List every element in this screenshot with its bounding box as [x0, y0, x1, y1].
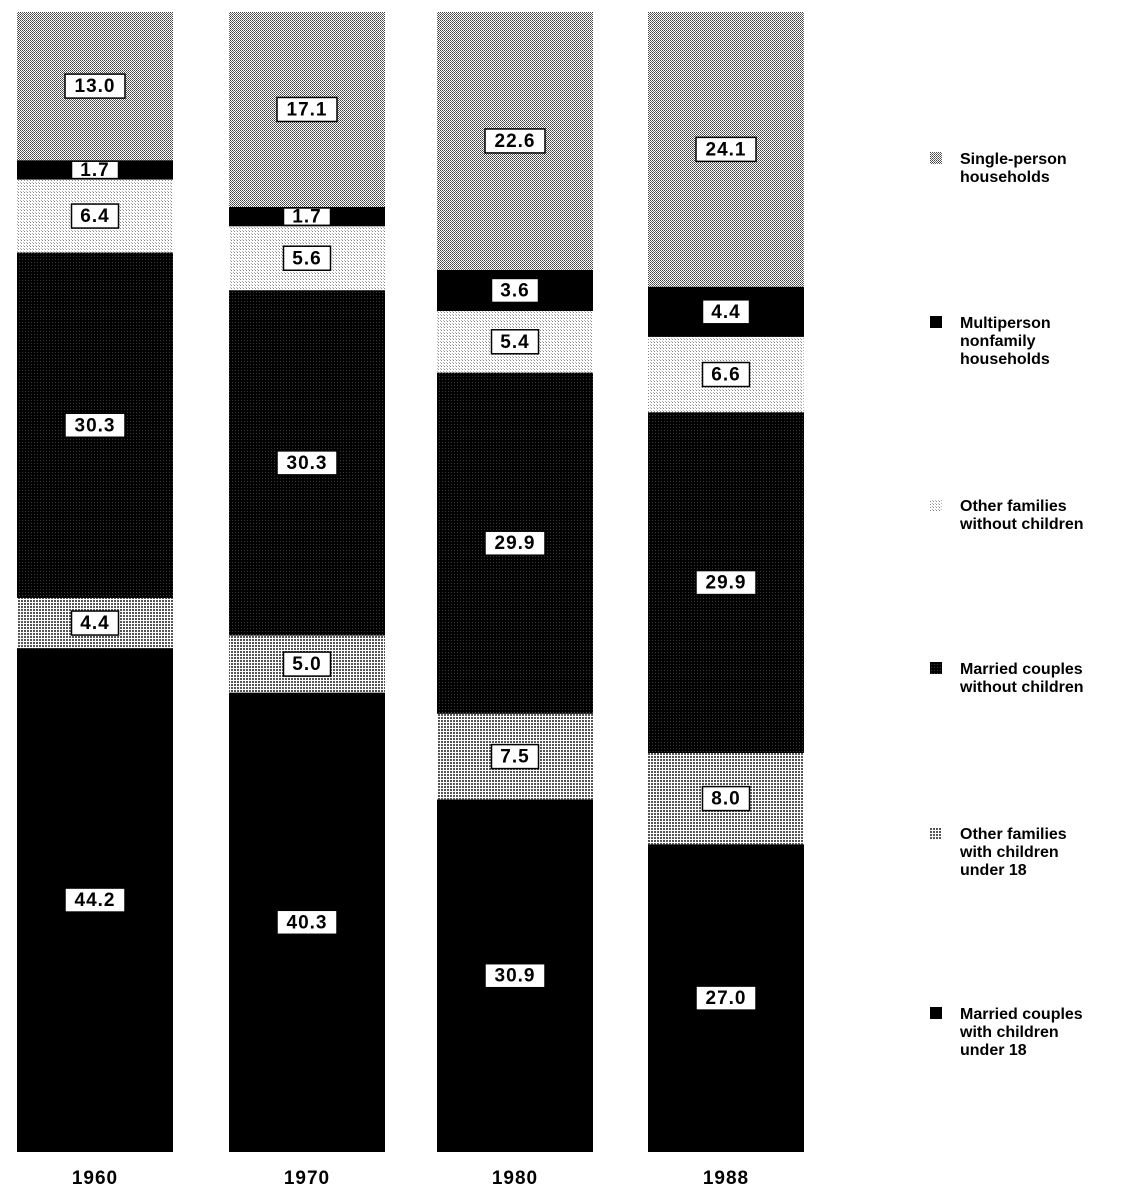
data-label-text: 13.0: [75, 76, 116, 97]
legend-item-other-families-with-children-under-18: Other families with children under 18: [930, 826, 1067, 879]
data-label-text: 17.1: [287, 99, 328, 120]
data-label-box: [484, 530, 546, 556]
data-label-1980-married-couples-without-children: 29.9: [484, 530, 546, 556]
legend-swatch: [930, 1007, 942, 1019]
legend-label: Single-person households: [960, 151, 1067, 186]
legend-swatch: [930, 316, 942, 328]
data-label-1970-single-person-households: 17.1: [276, 96, 338, 123]
data-label-text: 29.9: [495, 533, 536, 554]
data-label-box: [484, 128, 546, 154]
data-label-text: 4.4: [80, 613, 109, 634]
data-label-box: [701, 785, 751, 812]
legend-item-other-families-without-children: Other families without children: [930, 498, 1084, 533]
data-label-text: 30.3: [287, 453, 328, 474]
data-label-text: 5.6: [292, 248, 321, 269]
legend-swatch: [930, 499, 942, 511]
data-label-box: [70, 203, 120, 229]
legend-swatch: [930, 152, 942, 164]
legend-swatch: [930, 662, 942, 674]
data-label-1988-other-families-with-children-under-18: 8.0: [701, 785, 751, 812]
data-label-1980-multiperson-nonfamily-households: 3.6: [490, 277, 540, 304]
data-label-1980-married-couples-with-children-under-18: 30.9: [484, 962, 546, 989]
data-label-box: [701, 299, 751, 325]
data-label-text: 44.2: [75, 890, 116, 911]
x-tick-label-1988: 1988: [703, 1168, 749, 1189]
data-label-1970-multiperson-nonfamily-households: 1.7: [282, 207, 332, 228]
data-label-box: [282, 651, 332, 677]
data-label-text: 7.5: [500, 747, 529, 768]
x-tick-label-1960: 1960: [72, 1168, 118, 1189]
data-label-1980-single-person-households: 22.6: [484, 128, 546, 154]
data-label-box: [70, 160, 120, 180]
legend-label: Other families without children: [959, 498, 1084, 533]
data-label-1960-single-person-households: 13.0: [64, 73, 126, 99]
data-label-text: 4.4: [711, 302, 740, 323]
data-label-text: 30.9: [495, 966, 536, 987]
data-label-text: 40.3: [287, 912, 328, 933]
legend-label: Other families with children under 18: [959, 826, 1067, 879]
data-label-box: [70, 610, 120, 636]
data-label-text: 22.6: [495, 131, 536, 152]
legend-swatch: [930, 827, 942, 839]
data-label-1960-married-couples-with-children-under-18: 44.2: [64, 887, 126, 913]
data-label-box: [282, 245, 332, 271]
data-label-box: [490, 277, 540, 304]
data-label-text: 6.4: [80, 206, 109, 227]
data-label-text: 30.3: [75, 415, 116, 436]
legend-item-single-person-households: Single-person households: [930, 151, 1067, 186]
x-tick-label-1970: 1970: [284, 1168, 330, 1189]
data-label-1970-married-couples-without-children: 30.3: [276, 450, 338, 476]
data-label-box: [490, 329, 540, 355]
data-label-1970-married-couples-with-children-under-18: 40.3: [276, 909, 338, 936]
data-label-text: 5.0: [292, 654, 321, 675]
data-label-box: [695, 136, 757, 163]
data-label-1980-other-families-without-children: 5.4: [490, 329, 540, 355]
data-label-text: 1.7: [80, 160, 109, 181]
data-label-1988-other-families-without-children: 6.6: [701, 361, 751, 388]
data-label-box: [276, 96, 338, 123]
data-label-1960-married-couples-without-children: 30.3: [64, 412, 126, 438]
x-tick-label-1980: 1980: [492, 1168, 538, 1189]
data-label-box: [64, 73, 126, 99]
data-label-box: [282, 207, 332, 227]
legend-label: Multiperson nonfamily households: [960, 315, 1051, 368]
data-label-box: [490, 743, 540, 770]
data-label-1970-other-families-with-children-under-18: 5.0: [282, 651, 332, 677]
data-label-box: [64, 887, 126, 913]
legend-label: Married couples with children under 18: [959, 1006, 1083, 1059]
data-label-1988-single-person-households: 24.1: [695, 136, 757, 163]
data-label-text: 5.4: [500, 332, 529, 353]
legend-item-married-couples-without-children: Married couples without children: [930, 661, 1084, 696]
data-label-text: 1.7: [292, 207, 321, 228]
data-label-box: [276, 909, 338, 936]
data-label-text: 29.9: [706, 573, 747, 594]
legend-item-married-couples-with-children-under-18: Married couples with children under 18: [930, 1006, 1083, 1059]
data-label-text: 6.6: [711, 365, 740, 386]
data-label-1970-other-families-without-children: 5.6: [282, 245, 332, 271]
data-label-text: 8.0: [711, 789, 740, 810]
data-label-1980-other-families-with-children-under-18: 7.5: [490, 743, 540, 770]
legend-item-multiperson-nonfamily-households: Multiperson nonfamily households: [930, 315, 1051, 368]
data-label-text: 3.6: [500, 280, 529, 301]
data-label-1960-multiperson-nonfamily-households: 1.7: [70, 160, 120, 181]
data-label-box: [64, 412, 126, 438]
data-label-1960-other-families-with-children-under-18: 4.4: [70, 610, 120, 636]
data-label-1988-multiperson-nonfamily-households: 4.4: [701, 299, 751, 325]
data-label-1988-married-couples-without-children: 29.9: [695, 569, 757, 596]
data-label-box: [276, 450, 338, 476]
data-label-box: [695, 569, 757, 596]
legend-label: Married couples without children: [959, 661, 1084, 696]
data-label-box: [484, 962, 546, 989]
data-label-box: [701, 361, 751, 388]
data-label-1960-other-families-without-children: 6.4: [70, 203, 120, 229]
data-label-box: [695, 985, 757, 1011]
data-label-text: 27.0: [706, 988, 747, 1009]
data-label-1988-married-couples-with-children-under-18: 27.0: [695, 985, 757, 1011]
data-label-text: 24.1: [706, 139, 747, 160]
